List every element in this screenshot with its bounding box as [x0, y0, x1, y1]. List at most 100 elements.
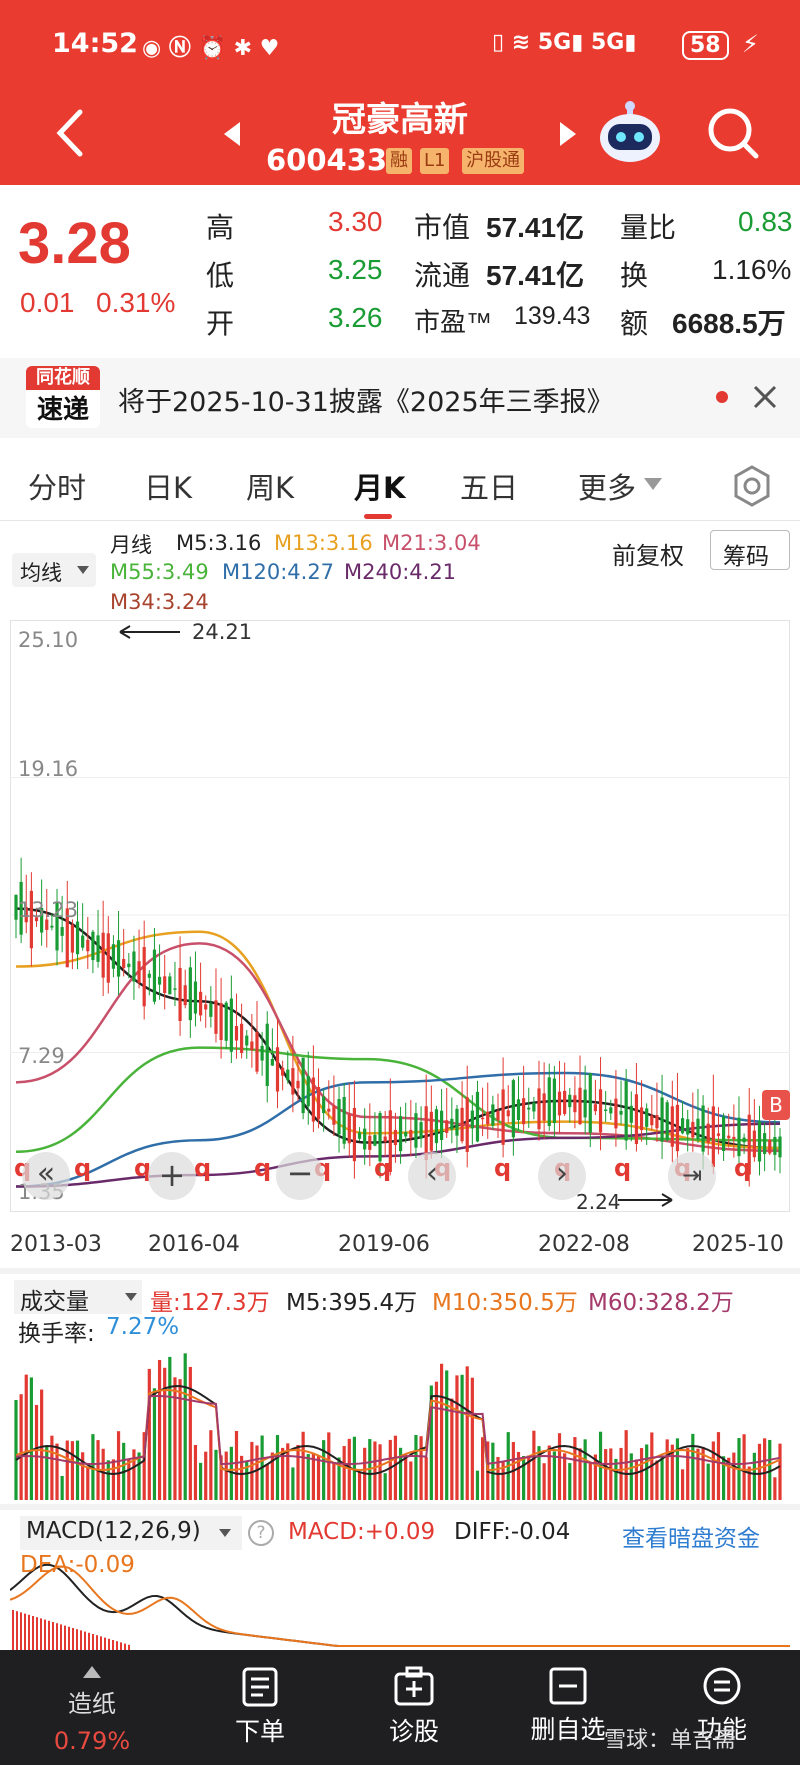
candle-body: [450, 1118, 454, 1130]
dea-value: DEA:-0.09: [20, 1552, 135, 1578]
candle-body: [214, 1000, 218, 1034]
candle-body: [173, 988, 177, 990]
nav-functions[interactable]: 功能: [662, 1650, 782, 1746]
candle-body: [393, 1129, 398, 1146]
y-label-2: 13.23: [18, 898, 79, 922]
volume-bar: [306, 1454, 310, 1500]
volume-bar: [81, 1452, 85, 1500]
tab-weekly-k[interactable]: 周K: [246, 471, 295, 505]
x-label-2: 2019-06: [338, 1232, 430, 1257]
prev-period-button[interactable]: ‹: [408, 1152, 456, 1200]
volume-bar: [614, 1458, 618, 1500]
nav-order[interactable]: 下单: [200, 1650, 320, 1748]
x-label-4: 2025-10: [692, 1232, 784, 1257]
candle-body: [106, 933, 110, 983]
kline-chart[interactable]: 25.10 19.16 13.23 7.29 1.35 24.21 2.24 B…: [10, 620, 790, 1214]
ma-selector[interactable]: 均线: [12, 553, 96, 587]
adjust-mode[interactable]: 前复权: [612, 542, 684, 570]
candle-body: [250, 1041, 254, 1051]
close-icon[interactable]: [752, 384, 778, 410]
candle-body: [552, 1078, 556, 1124]
macd-bar: [44, 1619, 46, 1650]
candle-body: [373, 1134, 377, 1146]
nav-diagnose-label: 诊股: [388, 1717, 439, 1746]
candle-body: [81, 935, 85, 948]
volume-chart[interactable]: [10, 1310, 790, 1500]
nav-sector[interactable]: 造纸 0.79%: [32, 1650, 152, 1755]
candle-body: [665, 1102, 669, 1140]
volume-bar: [593, 1454, 598, 1500]
volume-bar: [639, 1448, 644, 1500]
tab-intraday[interactable]: 分时: [28, 471, 87, 505]
value-pe: 139.43: [514, 302, 591, 330]
macd-selector[interactable]: MACD(12,26,9): [20, 1516, 242, 1550]
current-price: 3.28: [18, 211, 131, 276]
ma-line-m240: [15, 1122, 781, 1188]
status-time: 14:52: [52, 28, 138, 59]
candle-body: [388, 1110, 392, 1172]
nav-diagnose[interactable]: 诊股: [354, 1650, 474, 1748]
chips-button-label: 筹码: [723, 544, 769, 570]
dea-line: [9, 1565, 790, 1647]
back-arrow-icon[interactable]: [52, 108, 88, 158]
tab-daily-k[interactable]: 日K: [144, 471, 193, 505]
dark-pool-link[interactable]: 查看暗盘资金: [622, 1526, 760, 1552]
settings-icon[interactable]: [730, 464, 774, 508]
diagnose-icon: [394, 1666, 434, 1706]
header-bar: 14:52 ◉ Ⓝ ⏰ ✱ ♥ ▯ ≋ 5G▮ 5G▮ 58 ⚡ 冠豪高新 60…: [0, 0, 800, 185]
chips-button[interactable]: 筹码: [710, 530, 790, 570]
tab-five-day[interactable]: 五日: [460, 471, 519, 505]
candle-body: [240, 1023, 244, 1054]
next-stock-icon[interactable]: [558, 120, 578, 148]
bottom-nav: 造纸 0.79% 下单 诊股 删自选 功能: [0, 1650, 800, 1765]
volume-bar: [552, 1451, 556, 1500]
candle-body: [568, 1094, 572, 1108]
chevron-down-icon: [644, 478, 662, 490]
zoom-in-button[interactable]: +: [148, 1152, 196, 1200]
search-icon[interactable]: [706, 106, 760, 160]
ma-selector-label: 均线: [20, 561, 62, 585]
zoom-out-button[interactable]: −: [276, 1152, 324, 1200]
value-float-cap: 57.41亿: [486, 260, 585, 291]
volume-bar: [721, 1456, 726, 1500]
nav-remove-watchlist[interactable]: 删自选: [508, 1650, 628, 1746]
candle-body: [281, 1067, 285, 1076]
volume-bar: [424, 1457, 428, 1500]
tab-monthly-k[interactable]: 月K: [354, 471, 406, 505]
candle-body: [60, 927, 64, 936]
volume-bar: [173, 1377, 177, 1500]
vol-m60-line: [15, 1395, 781, 1466]
help-icon[interactable]: ?: [248, 1520, 274, 1546]
volume-bar: [393, 1435, 398, 1500]
volume-bar: [655, 1460, 659, 1500]
candle-body: [193, 981, 198, 1014]
volume-selector[interactable]: 成交量: [14, 1280, 142, 1315]
buy-marker[interactable]: B: [762, 1090, 790, 1120]
macd-chart[interactable]: [9, 1546, 790, 1650]
stock-name: 冠豪高新: [332, 100, 468, 140]
volume-bar: [434, 1381, 439, 1500]
notice-banner[interactable]: 同花顺 速递 将于2025-10-31披露《2025年三季报》: [0, 358, 800, 438]
tab-more[interactable]: 更多: [578, 471, 637, 505]
prev-stock-icon[interactable]: [222, 120, 242, 148]
volume-bar: [542, 1463, 546, 1500]
candle-body: [301, 1057, 305, 1114]
candle-body: [86, 939, 90, 952]
volume-bar: [537, 1446, 541, 1500]
ma-m55: M55:3.49: [110, 560, 209, 584]
candle-body: [75, 921, 80, 955]
ma-line-m120: [15, 1071, 781, 1188]
volume-bar: [604, 1449, 608, 1500]
macd-bar: [72, 1628, 74, 1650]
candle-body: [347, 1114, 351, 1144]
candle-body: [40, 907, 44, 933]
scroll-left-button[interactable]: «: [22, 1152, 70, 1200]
next-period-button[interactable]: ›: [538, 1152, 586, 1200]
robot-assistant-icon[interactable]: [594, 98, 666, 166]
reset-view-button[interactable]: ⇥: [668, 1152, 716, 1200]
high-note: 24.21: [192, 620, 253, 644]
volume-bar: [388, 1439, 392, 1500]
volume-bar: [496, 1456, 500, 1500]
volume-bar: [701, 1447, 705, 1500]
candle-body: [19, 881, 23, 935]
